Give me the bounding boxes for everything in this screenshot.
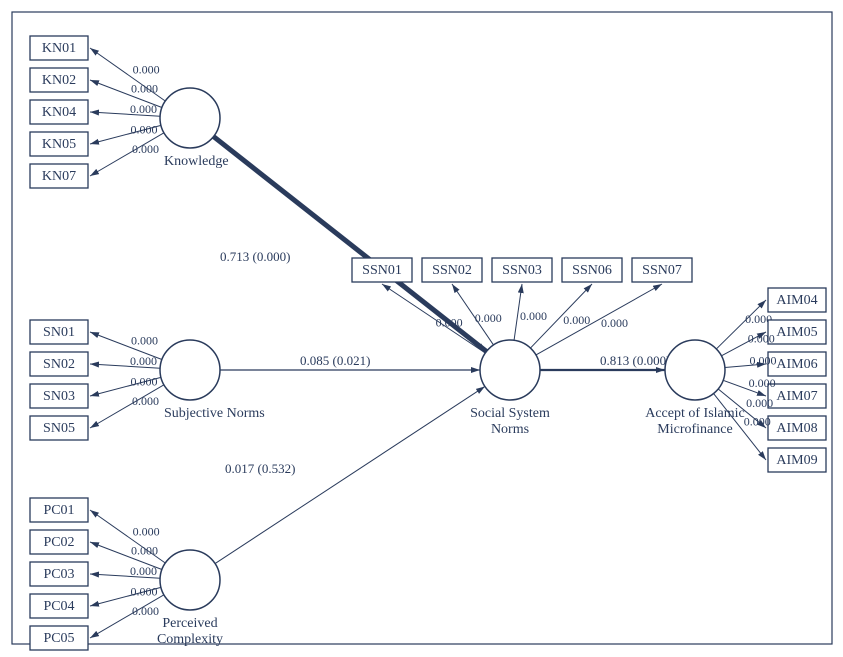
svg-text:AIM06: AIM06 (776, 357, 817, 372)
latent-node-social (480, 340, 540, 400)
svg-text:KN05: KN05 (42, 137, 76, 152)
loading-arrow (382, 284, 485, 353)
svg-text:Complexity: Complexity (157, 632, 223, 647)
svg-text:0.000: 0.000 (746, 396, 773, 410)
svg-text:PC04: PC04 (43, 599, 74, 614)
svg-text:SSN03: SSN03 (502, 263, 542, 278)
svg-text:0.000: 0.000 (130, 102, 157, 116)
svg-text:AIM08: AIM08 (776, 421, 817, 436)
latent-node-subjective (160, 340, 220, 400)
svg-text:0.000: 0.000 (132, 394, 159, 408)
svg-text:Microfinance: Microfinance (657, 422, 732, 437)
svg-text:0.000: 0.000 (749, 353, 776, 367)
svg-text:KN07: KN07 (42, 169, 76, 184)
svg-text:0.000: 0.000 (520, 309, 547, 323)
latent-node-accept (665, 340, 725, 400)
svg-text:0.000: 0.000 (132, 604, 159, 618)
svg-text:0.000: 0.000 (131, 334, 158, 348)
svg-text:0.000: 0.000 (601, 316, 628, 330)
svg-text:SSN01: SSN01 (362, 263, 402, 278)
svg-text:0.017 (0.532): 0.017 (0.532) (225, 461, 295, 476)
svg-text:KN02: KN02 (42, 73, 76, 88)
svg-text:0.000: 0.000 (130, 354, 157, 368)
loading-arrow (536, 284, 662, 355)
svg-text:0.000: 0.000 (130, 564, 157, 578)
svg-text:SN03: SN03 (43, 389, 75, 404)
svg-text:SSN02: SSN02 (432, 263, 472, 278)
svg-text:0.000: 0.000 (475, 311, 502, 325)
svg-text:0.000: 0.000 (748, 332, 775, 346)
svg-text:AIM07: AIM07 (776, 389, 817, 404)
svg-text:AIM04: AIM04 (776, 293, 817, 308)
svg-text:0.713 (0.000): 0.713 (0.000) (220, 249, 290, 264)
svg-text:KN04: KN04 (42, 105, 76, 120)
svg-text:0.000: 0.000 (132, 142, 159, 156)
svg-text:PC01: PC01 (43, 503, 74, 518)
svg-text:SN05: SN05 (43, 421, 75, 436)
svg-text:PC05: PC05 (43, 631, 74, 646)
svg-text:0.000: 0.000 (130, 374, 157, 388)
svg-text:0.000: 0.000 (133, 524, 160, 538)
svg-text:PC02: PC02 (43, 535, 74, 550)
svg-text:SN01: SN01 (43, 325, 75, 340)
svg-text:SSN07: SSN07 (642, 263, 682, 278)
svg-text:0.000: 0.000 (436, 315, 463, 329)
svg-text:Social System: Social System (470, 406, 550, 421)
latent-node-knowledge (160, 88, 220, 148)
latent-node-perceived (160, 550, 220, 610)
svg-text:AIM05: AIM05 (776, 325, 817, 340)
svg-text:Subjective Norms: Subjective Norms (164, 406, 265, 421)
svg-text:Perceived: Perceived (162, 616, 217, 631)
svg-text:AIM09: AIM09 (776, 453, 817, 468)
svg-text:0.000: 0.000 (131, 544, 158, 558)
svg-text:0.000: 0.000 (131, 82, 158, 96)
svg-text:Knowledge: Knowledge (164, 154, 229, 169)
svg-text:0.000: 0.000 (130, 584, 157, 598)
svg-text:PC03: PC03 (43, 567, 74, 582)
svg-text:Norms: Norms (491, 422, 529, 437)
svg-text:0.000: 0.000 (744, 415, 771, 429)
svg-text:0.000: 0.000 (130, 122, 157, 136)
svg-text:0.813 (0.000): 0.813 (0.000) (600, 353, 670, 368)
svg-text:0.000: 0.000 (133, 62, 160, 76)
svg-text:Accept of Islamic: Accept of Islamic (645, 406, 745, 421)
sem-path-diagram: 0.713 (0.000) 0.085 (0.021) 0.017 (0.532) 0… (0, 0, 843, 657)
svg-text:SN02: SN02 (43, 357, 75, 372)
svg-text:0.000: 0.000 (563, 313, 590, 327)
svg-text:SSN06: SSN06 (572, 263, 612, 278)
svg-text:0.000: 0.000 (749, 376, 776, 390)
svg-text:0.085 (0.021): 0.085 (0.021) (300, 353, 370, 368)
svg-text:KN01: KN01 (42, 41, 76, 56)
